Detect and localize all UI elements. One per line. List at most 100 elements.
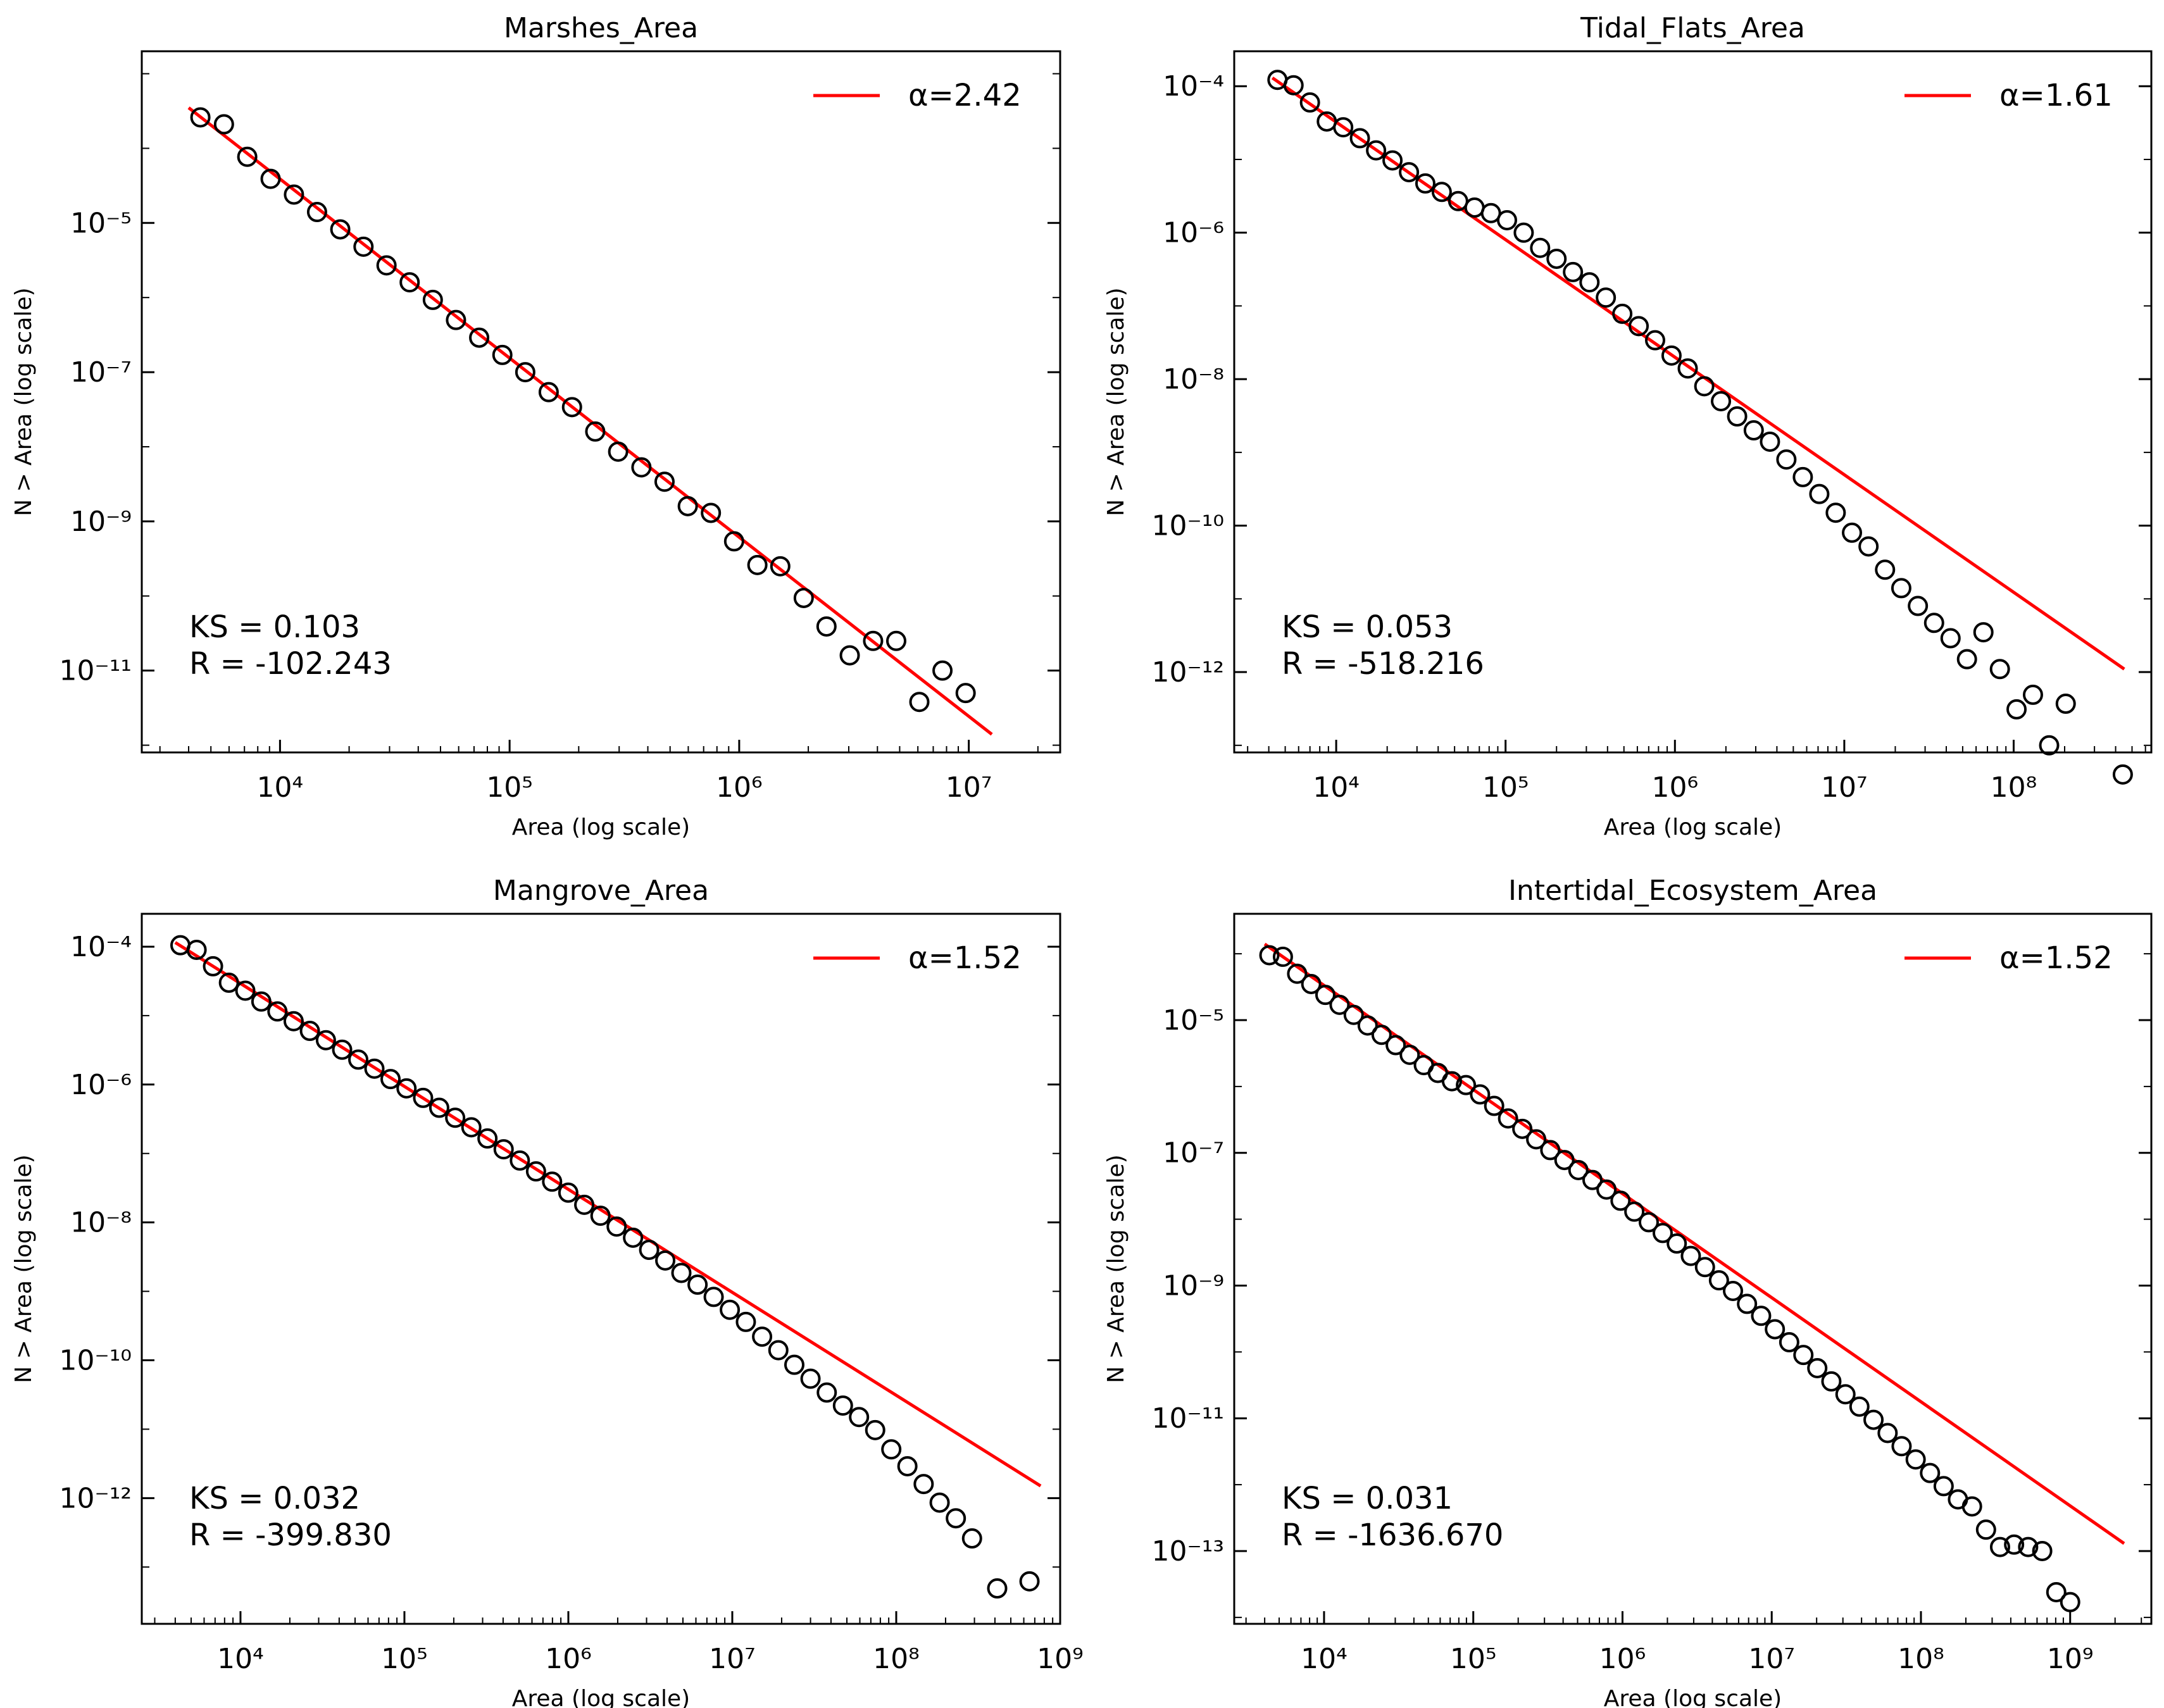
data-point	[1612, 303, 1633, 324]
y-tick-label: 10⁻⁷	[1163, 1137, 1224, 1169]
x-tick-label: 10⁵	[1450, 1643, 1497, 1675]
plot-frame	[141, 913, 1061, 1625]
data-point	[747, 554, 768, 575]
data-point	[1751, 1306, 1772, 1326]
data-point	[1568, 1159, 1589, 1180]
data-point	[2039, 735, 2060, 756]
data-point	[1563, 261, 1584, 282]
data-point	[1496, 209, 1517, 230]
data-point	[720, 1299, 741, 1320]
data-point	[1366, 140, 1387, 161]
data-point	[1875, 559, 1896, 580]
data-point	[735, 1311, 756, 1332]
data-point	[946, 1508, 966, 1529]
y-tick-label: 10⁻¹²	[59, 1482, 132, 1514]
data-point	[1677, 358, 1698, 379]
data-point	[299, 1021, 320, 1042]
data-point	[445, 1107, 466, 1128]
y-tick-label: 10⁻¹¹	[59, 655, 132, 687]
data-point	[955, 683, 976, 704]
data-point	[1385, 1035, 1406, 1056]
data-point	[1610, 1190, 1631, 1211]
data-point	[542, 1171, 563, 1192]
data-point	[800, 1368, 821, 1389]
data-point	[1299, 92, 1320, 113]
x-tick-label: 10⁹	[2047, 1643, 2094, 1675]
data-point	[237, 146, 258, 167]
data-point	[1283, 75, 1304, 96]
data-point	[1596, 287, 1617, 308]
data-point	[190, 107, 211, 128]
data-point	[1711, 390, 1732, 411]
x-tick-label: 10⁴	[1301, 1643, 1348, 1675]
chart-title: Mangrove_Area	[493, 875, 709, 907]
data-point	[1680, 1245, 1701, 1266]
x-tick-label: 10⁹	[1037, 1643, 1084, 1675]
chart-title: Tidal_Flats_Area	[1580, 12, 1805, 44]
data-point	[330, 219, 351, 240]
data-point	[1456, 1075, 1477, 1095]
x-axis-label: Area (log scale)	[512, 1686, 690, 1708]
data-point	[2060, 1592, 2080, 1612]
data-point	[1842, 522, 1863, 543]
data-point	[863, 630, 884, 651]
data-point	[1821, 1371, 1842, 1392]
data-point	[1743, 420, 1764, 441]
data-point	[671, 1262, 692, 1283]
y-axis-label: N > Area (log scale)	[11, 287, 37, 516]
data-point	[832, 1395, 853, 1416]
data-point	[1382, 150, 1403, 171]
data-point	[2046, 1581, 2067, 1602]
y-tick-label: 10⁻⁹	[70, 506, 132, 538]
data-point	[1530, 237, 1551, 258]
data-point	[1825, 502, 1846, 523]
data-point	[2004, 1534, 2025, 1555]
data-point	[218, 972, 239, 993]
legend-label: α=1.61	[1999, 78, 2113, 113]
data-point	[1989, 659, 2010, 680]
data-point	[1807, 1357, 1828, 1378]
data-point	[213, 114, 234, 135]
data-point	[380, 1069, 401, 1090]
data-point	[306, 202, 327, 223]
data-point	[784, 1354, 804, 1375]
x-tick-label: 10⁵	[486, 771, 533, 804]
chart-title: Intertidal_Ecosystem_Area	[1508, 875, 1877, 907]
data-point	[1526, 1129, 1547, 1150]
data-point	[1652, 1223, 1673, 1244]
data-point	[538, 382, 559, 402]
data-point	[251, 991, 272, 1012]
y-tick-label: 10⁻⁶	[1163, 217, 1224, 249]
data-point	[1638, 1212, 1659, 1233]
data-point	[1905, 1449, 1926, 1470]
data-point	[929, 1492, 950, 1513]
y-tick-label: 10⁻¹¹	[1152, 1402, 1225, 1435]
y-axis-label: N > Area (log scale)	[1103, 287, 1129, 516]
data-point	[1470, 1084, 1491, 1105]
data-point	[654, 471, 675, 492]
data-point	[1776, 449, 1797, 470]
data-point	[608, 441, 629, 462]
data-point	[701, 502, 722, 523]
ks-statistic: KS = 0.053	[1282, 609, 1453, 645]
x-axis-label: Area (log scale)	[1604, 1686, 1782, 1708]
y-axis-label: N > Area (log scale)	[11, 1154, 37, 1383]
data-point	[364, 1058, 385, 1079]
y-tick-label: 10⁻¹⁰	[59, 1344, 132, 1376]
x-axis-label: Area (log scale)	[1604, 814, 1782, 840]
data-point	[1956, 649, 1977, 670]
data-point	[1333, 117, 1354, 138]
panel-4: Intertidal_Ecosystem_Area Area (log scale…	[1103, 875, 2153, 1708]
data-point	[1933, 1476, 1954, 1497]
data-point	[1431, 182, 1452, 203]
y-tick-label: 10⁻¹⁰	[1152, 510, 1225, 542]
data-point	[1989, 1537, 2010, 1557]
data-point	[913, 1474, 934, 1495]
data-point	[723, 531, 744, 552]
data-point	[1259, 945, 1280, 966]
data-point	[1961, 1496, 1982, 1517]
x-tick-label: 10⁷	[709, 1643, 756, 1675]
data-point	[897, 1456, 918, 1476]
data-point	[1399, 162, 1420, 183]
